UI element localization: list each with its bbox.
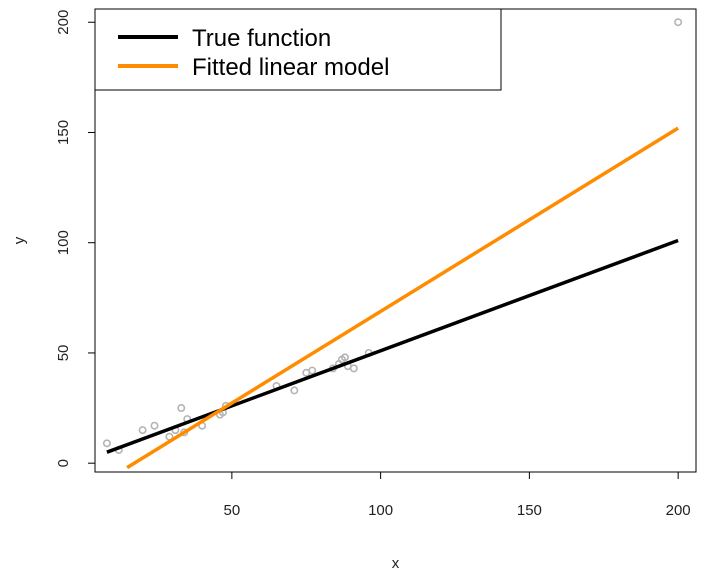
data-point <box>177 404 186 413</box>
x-tick-label-100: 100 <box>368 502 393 519</box>
data-point <box>290 386 299 395</box>
y-tick-label-0: 0 <box>55 459 72 467</box>
data-point <box>349 364 358 373</box>
series-lines <box>106 126 680 470</box>
legend-label-fitted-linear-model: Fitted linear model <box>192 54 389 81</box>
series-line-0 <box>106 238 679 454</box>
data-point <box>138 426 147 435</box>
y-tick-label-100: 100 <box>55 230 72 255</box>
legend-label-true-function: True function <box>192 25 331 52</box>
axes: 50 100 150 200 0 50 100 150 200 <box>55 10 691 519</box>
x-axis-label: x <box>392 555 400 572</box>
data-point <box>308 366 317 375</box>
data-point <box>674 18 683 27</box>
data-point <box>102 439 111 448</box>
y-axis-label: y <box>11 236 28 244</box>
data-point <box>150 421 159 430</box>
legend: True function Fitted linear model <box>94 8 502 91</box>
x-tick-label-50: 50 <box>224 502 241 519</box>
y-tick-label-150: 150 <box>55 120 72 145</box>
y-tick-label-50: 50 <box>55 345 72 362</box>
y-tick-label-200: 200 <box>55 10 72 35</box>
x-tick-label-200: 200 <box>666 502 691 519</box>
data-point <box>340 353 349 362</box>
x-tick-label-150: 150 <box>517 502 542 519</box>
series-line-1 <box>126 126 680 470</box>
legend-box <box>94 8 502 91</box>
